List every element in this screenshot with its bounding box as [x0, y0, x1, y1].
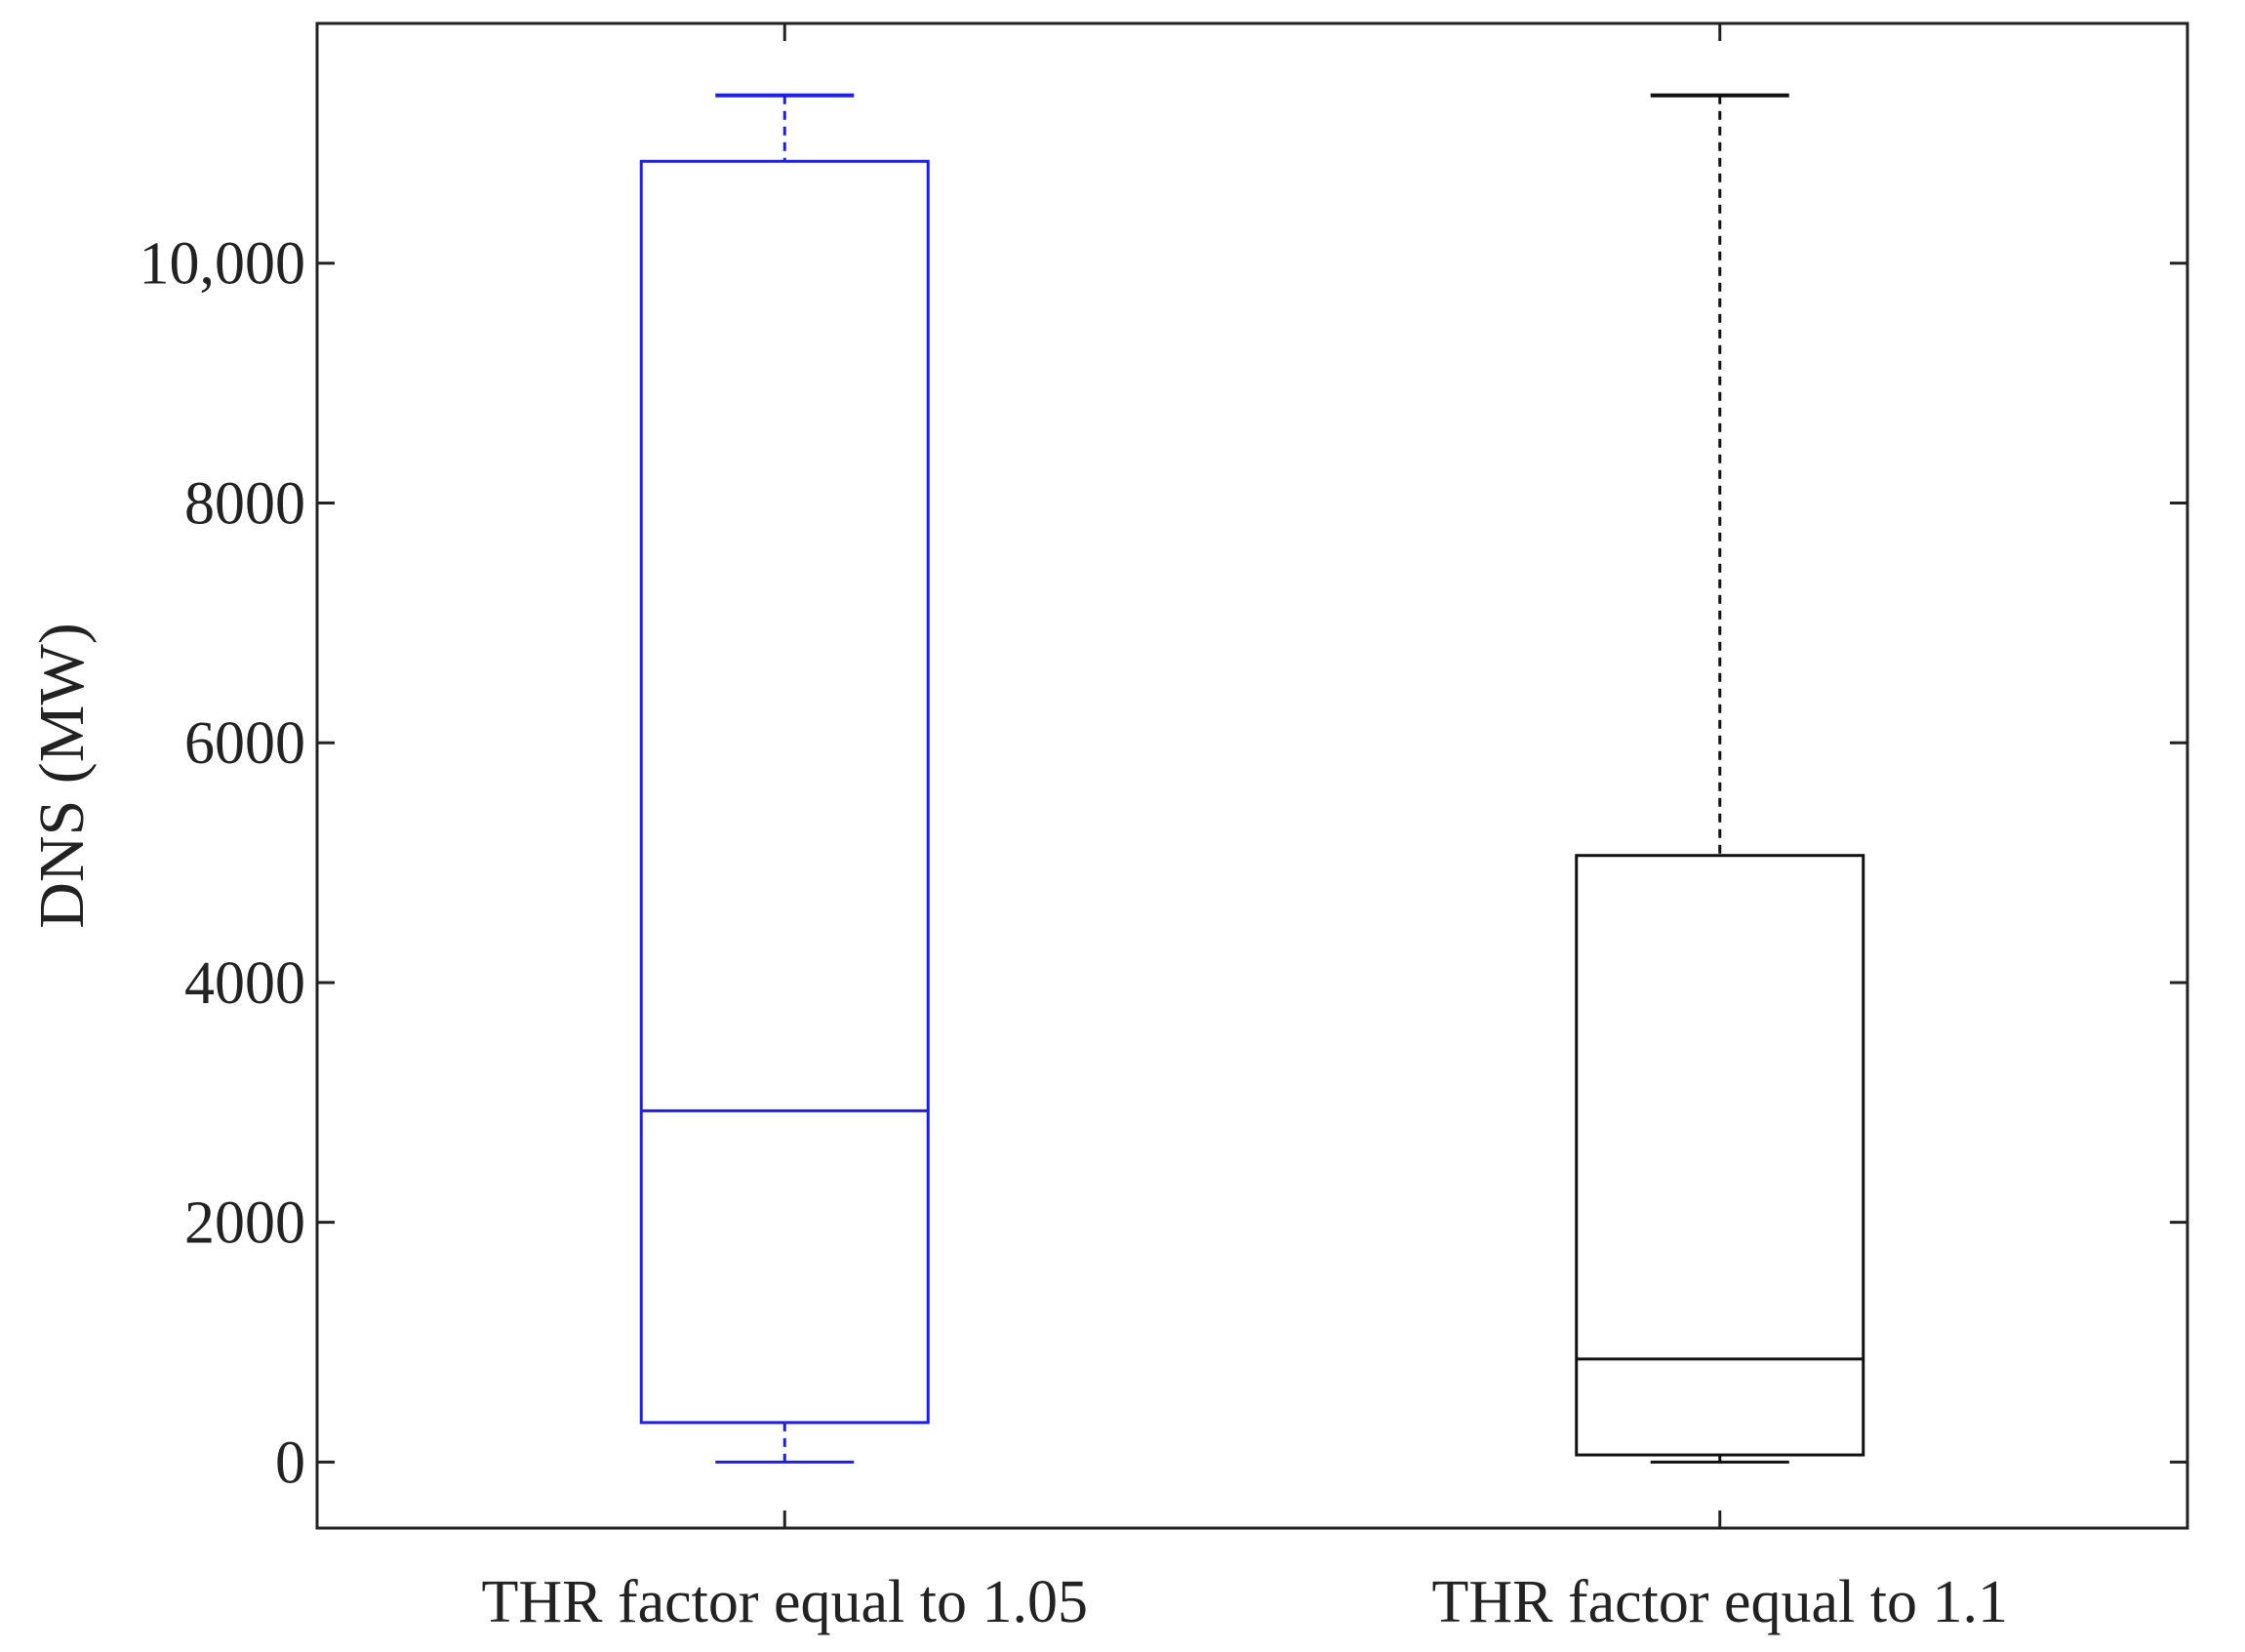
x-tick-label: THR factor equal to 1.05: [481, 1569, 1088, 1635]
y-tick-label: 6000: [184, 710, 305, 777]
y-axis-label: DNS (MW): [26, 623, 98, 928]
box-group: [1575, 93, 1865, 1464]
box-series: [639, 93, 1865, 1464]
plot-frame: [315, 21, 2189, 1530]
y-tick-label: 8000: [184, 470, 305, 537]
iqr-box: [639, 159, 930, 1425]
y-tick-label: 2000: [184, 1190, 305, 1257]
y-tick-label: 0: [275, 1430, 305, 1496]
iqr-box: [1575, 854, 1865, 1457]
x-tick-label: THR factor equal to 1.1: [1431, 1569, 2008, 1635]
box-group: [639, 93, 930, 1464]
y-axis-ticks: 0 2000 4000 6000 8000 10,000: [140, 231, 2187, 1496]
y-tick-label: 4000: [184, 950, 305, 1017]
y-tick-label: 10,000: [140, 231, 306, 298]
x-axis-ticks: THR factor equal to 1.05 THR factor equal…: [481, 23, 2008, 1635]
